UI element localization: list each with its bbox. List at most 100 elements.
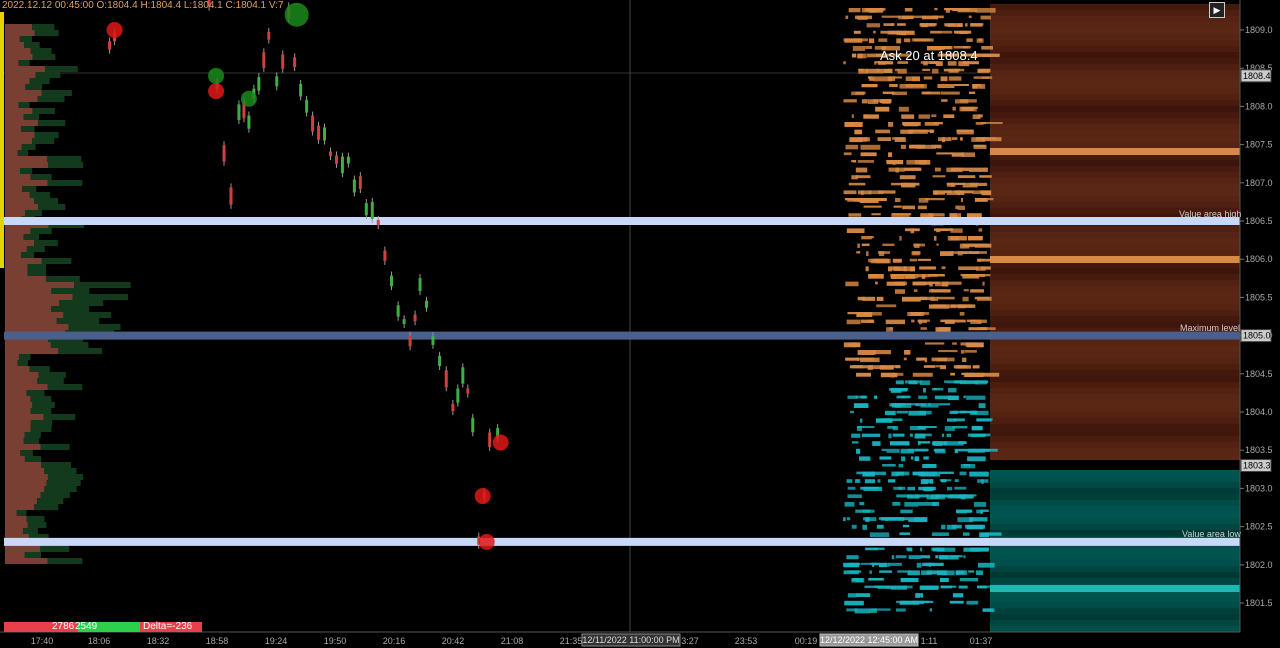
price-tick-label: 1802.0 — [1245, 560, 1273, 570]
orderflow-tick — [887, 30, 903, 35]
signal-marker[interactable] — [284, 2, 309, 27]
orderflow-tick — [947, 494, 966, 499]
orderflow-tick — [946, 190, 960, 196]
orderflow-tick — [959, 304, 976, 308]
orderflow-tick — [955, 205, 959, 210]
play-icon[interactable]: ▶ — [1209, 2, 1225, 18]
heatmap-ask-row — [990, 28, 1240, 34]
value-area-high-label: Value area high — [1179, 209, 1242, 219]
orderflow-tick — [939, 471, 954, 475]
orderflow-tick — [929, 289, 935, 293]
volume-profile-bar — [5, 96, 38, 102]
orderflow-tick — [843, 190, 857, 195]
signal-marker[interactable] — [474, 488, 491, 505]
orderflow-tick — [898, 106, 909, 112]
heatmap-ask-row — [990, 424, 1240, 430]
orderflow-tick — [957, 190, 965, 195]
orderflow-tick — [966, 213, 982, 219]
signal-marker[interactable] — [478, 533, 495, 550]
signal-marker[interactable] — [106, 22, 123, 38]
orderflow-tick — [952, 106, 956, 111]
heatmap-ask-row — [990, 190, 1240, 196]
orderflow-tick — [972, 190, 985, 195]
volume-profile-bar — [48, 162, 84, 168]
orderflow-tick — [951, 152, 964, 157]
orderflow-tick — [964, 350, 977, 353]
volume-profile-bar — [29, 78, 50, 84]
orderflow-tick — [896, 395, 905, 399]
heatmap-bid-row — [990, 482, 1240, 488]
signal-marker[interactable] — [208, 83, 225, 100]
volume-profile-bar — [5, 552, 25, 558]
volume-profile-bar — [34, 504, 59, 510]
orderflow-tick — [942, 570, 955, 576]
volume-profile-bar — [38, 120, 66, 126]
heatmap-ask-row — [990, 406, 1240, 412]
orderflow-tick — [931, 357, 948, 362]
orderflow-tick — [873, 30, 876, 34]
volume-profile-bar — [5, 312, 64, 318]
orderflow-tick — [907, 547, 913, 552]
candle-body — [262, 52, 266, 68]
orderflow-tick — [870, 365, 887, 370]
heatmap-ask-row — [990, 370, 1240, 376]
orderflow-tick — [860, 144, 881, 150]
heatmap-bid-row — [990, 500, 1240, 506]
price-badge — [1240, 458, 1272, 472]
orderflow-tick — [962, 357, 967, 363]
candle-body — [352, 179, 356, 193]
signal-marker[interactable] — [492, 434, 509, 451]
orderflow-tick — [959, 312, 965, 316]
orderflow-tick — [868, 471, 886, 476]
orderflow-tick — [930, 46, 946, 49]
orderflow-tick — [904, 502, 919, 507]
orderflow-tick — [861, 99, 868, 104]
volume-profile-bar — [5, 288, 52, 294]
volume-profile-bar — [17, 150, 29, 156]
orderflow-tick — [914, 456, 920, 461]
orderflow-tick — [896, 585, 913, 589]
orderflow-tick — [873, 350, 876, 355]
volume-profile-bar — [21, 126, 35, 132]
orderflow-tick — [956, 129, 974, 135]
volume-profile-bar — [32, 108, 55, 114]
orderflow-tick — [868, 38, 875, 44]
orderflow-tick — [920, 61, 939, 64]
volume-profile-bar — [5, 462, 42, 468]
volume-profile-bar — [5, 132, 35, 138]
orderflow-tick — [968, 251, 987, 254]
candle-body — [396, 305, 400, 317]
orderflow-tick — [946, 53, 958, 57]
signal-marker[interactable] — [240, 90, 257, 107]
orderflow-tick — [976, 570, 983, 575]
reference-level-line — [4, 331, 1240, 340]
orderflow-tick — [980, 448, 998, 452]
orderflow-tick — [938, 494, 949, 498]
volume-profile-bar — [25, 84, 43, 90]
candle-body — [456, 388, 460, 403]
volume-buy-value: 2549 — [75, 621, 98, 632]
volume-profile-bar — [5, 66, 46, 72]
orderflow-tick — [856, 426, 862, 431]
orderflow-tick — [970, 23, 984, 26]
orderflow-tick — [967, 236, 983, 241]
heatmap-strong-row — [990, 148, 1240, 155]
orderflow-tick — [946, 433, 952, 437]
orderflow-tick — [940, 365, 946, 370]
orderflow-tick — [863, 114, 869, 119]
signal-marker[interactable] — [208, 67, 225, 84]
orderflow-tick — [904, 380, 922, 384]
volume-profile-bar — [5, 468, 45, 474]
volume-profile-bar — [38, 372, 66, 378]
price-badge — [1240, 69, 1272, 83]
selected-time-label: 12/12/2022 12:45:00 AM — [820, 635, 918, 645]
orderflow-tick — [926, 570, 944, 575]
orderflow-tick — [908, 410, 926, 416]
orderflow-tick — [919, 266, 936, 270]
orderflow-tick — [871, 608, 891, 611]
orderflow-tick — [896, 600, 911, 603]
volume-profile-bar — [5, 180, 48, 186]
orderflow-tick — [954, 84, 969, 87]
orderflow-tick — [975, 8, 996, 13]
